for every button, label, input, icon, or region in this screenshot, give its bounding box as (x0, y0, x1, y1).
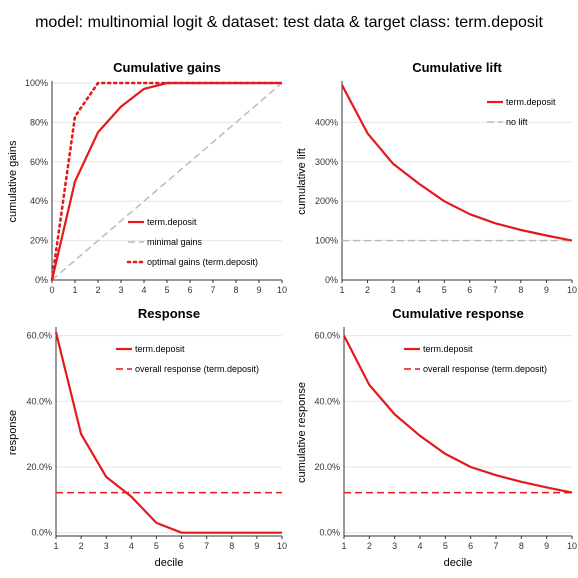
x-tick-label: 0 (49, 285, 54, 295)
x-tick-label: 7 (493, 285, 498, 295)
x-tick-label: 1 (339, 285, 344, 295)
y-tick-label: 200% (315, 196, 338, 206)
x-tick-label: 2 (79, 541, 84, 551)
x-tick-label: 7 (210, 285, 215, 295)
y-tick-label: 300% (315, 157, 338, 167)
x-tick-label: 3 (392, 541, 397, 551)
y-tick-label: 20.0% (26, 462, 52, 472)
panel-title: Cumulative lift (412, 60, 502, 75)
legend-label: no lift (506, 117, 528, 127)
x-tick-label: 8 (518, 285, 523, 295)
y-tick-label: 0.0% (319, 528, 340, 538)
x-tick-label: 8 (229, 541, 234, 551)
x-tick-label: 9 (254, 541, 259, 551)
x-tick-label: 5 (164, 285, 169, 295)
x-tick-label: 4 (141, 285, 146, 295)
x-tick-label: 3 (104, 541, 109, 551)
y-tick-label: 0% (35, 275, 48, 285)
y-tick-label: 40.0% (26, 396, 52, 406)
x-tick-label: 4 (416, 285, 421, 295)
x-tick-label: 5 (154, 541, 159, 551)
panel-title: Cumulative gains (113, 60, 221, 75)
series-line-term-deposit (54, 332, 282, 534)
x-tick-label: 3 (391, 285, 396, 295)
x-tick-label: 2 (95, 285, 100, 295)
x-tick-label: 3 (118, 285, 123, 295)
series-line-minimal-gains (51, 82, 283, 281)
panel-response: 0.0% 20.0% 40.0% 60.0% 1 2 3 4 5 6 7 8 9 10 Response re… (7, 306, 287, 569)
legend-label: term.deposit (135, 344, 185, 354)
x-tick-label: 10 (277, 541, 287, 551)
panel-cumresponse: 0.0% 20.0% 40.0% 60.0% 1 2 3 4 5 6 7 8 9 10 Cumulative… (296, 306, 577, 569)
x-tick-label: 5 (443, 541, 448, 551)
y-axis-label: cumulative gains (7, 140, 19, 222)
y-tick-label: 20.0% (314, 462, 340, 472)
x-axis-label: decile (155, 557, 184, 569)
x-tick-label: 7 (204, 541, 209, 551)
y-tick-label: 100% (315, 236, 338, 246)
y-tick-label: 0.0% (31, 528, 52, 538)
y-tick-label: 60.0% (26, 331, 52, 341)
y-axis-label: cumulative lift (296, 148, 308, 215)
y-tick-label: 40.0% (314, 396, 340, 406)
y-axis-label: cumulative response (296, 382, 308, 483)
panel-lift: 0% 100% 200% 300% 400% 1 2 3 4 5 6 7 8 9 10 Cumulative … (296, 60, 577, 295)
x-tick-label: 2 (365, 285, 370, 295)
y-tick-label: 80% (30, 117, 48, 127)
legend-label: term.deposit (147, 217, 197, 227)
x-tick-label: 10 (277, 285, 287, 295)
panel-title: Response (138, 306, 200, 321)
x-tick-label: 6 (187, 285, 192, 295)
legend-label: optimal gains (term.deposit) (147, 257, 258, 267)
x-tick-label: 6 (468, 541, 473, 551)
x-tick-label: 8 (519, 541, 524, 551)
panel-title: Cumulative response (392, 306, 524, 321)
legend-label: minimal gains (147, 237, 203, 247)
y-tick-label: 20% (30, 236, 48, 246)
legend-label: term.deposit (506, 97, 556, 107)
x-tick-label: 4 (129, 541, 134, 551)
series-line-term-deposit (341, 84, 573, 242)
x-tick-label: 1 (341, 541, 346, 551)
x-tick-label: 10 (567, 285, 577, 295)
legend-label: overall response (term.deposit) (135, 364, 259, 374)
y-tick-label: 400% (315, 117, 338, 127)
series-line-term-deposit (50, 81, 282, 281)
x-tick-label: 5 (442, 285, 447, 295)
x-tick-label: 2 (367, 541, 372, 551)
y-axis-label: response (7, 410, 19, 455)
x-tick-label: 10 (567, 541, 577, 551)
x-tick-label: 6 (179, 541, 184, 551)
x-tick-label: 7 (493, 541, 498, 551)
y-tick-label: 60.0% (314, 331, 340, 341)
legend-label: term.deposit (423, 344, 473, 354)
x-tick-label: 9 (256, 285, 261, 295)
x-tick-label: 1 (53, 541, 58, 551)
panel-gains: 0% 20% 40% 60% 80% 100% 0 1 2 3 4 5 6 7 8 9 10 Cumulative… (7, 60, 287, 295)
x-tick-label: 8 (233, 285, 238, 295)
series-line-term-deposit (343, 335, 573, 494)
x-axis-label: decile (444, 557, 473, 569)
y-tick-label: 60% (30, 157, 48, 167)
y-tick-label: 100% (25, 78, 48, 88)
x-tick-label: 1 (72, 285, 77, 295)
y-tick-label: 0% (325, 275, 338, 285)
figure-title: model: multinomial logit & dataset: test… (35, 14, 543, 31)
x-tick-label: 4 (417, 541, 422, 551)
x-tick-label: 9 (544, 541, 549, 551)
legend-label: overall response (term.deposit) (423, 364, 547, 374)
y-tick-label: 40% (30, 196, 48, 206)
x-tick-label: 9 (544, 285, 549, 295)
x-tick-label: 6 (467, 285, 472, 295)
